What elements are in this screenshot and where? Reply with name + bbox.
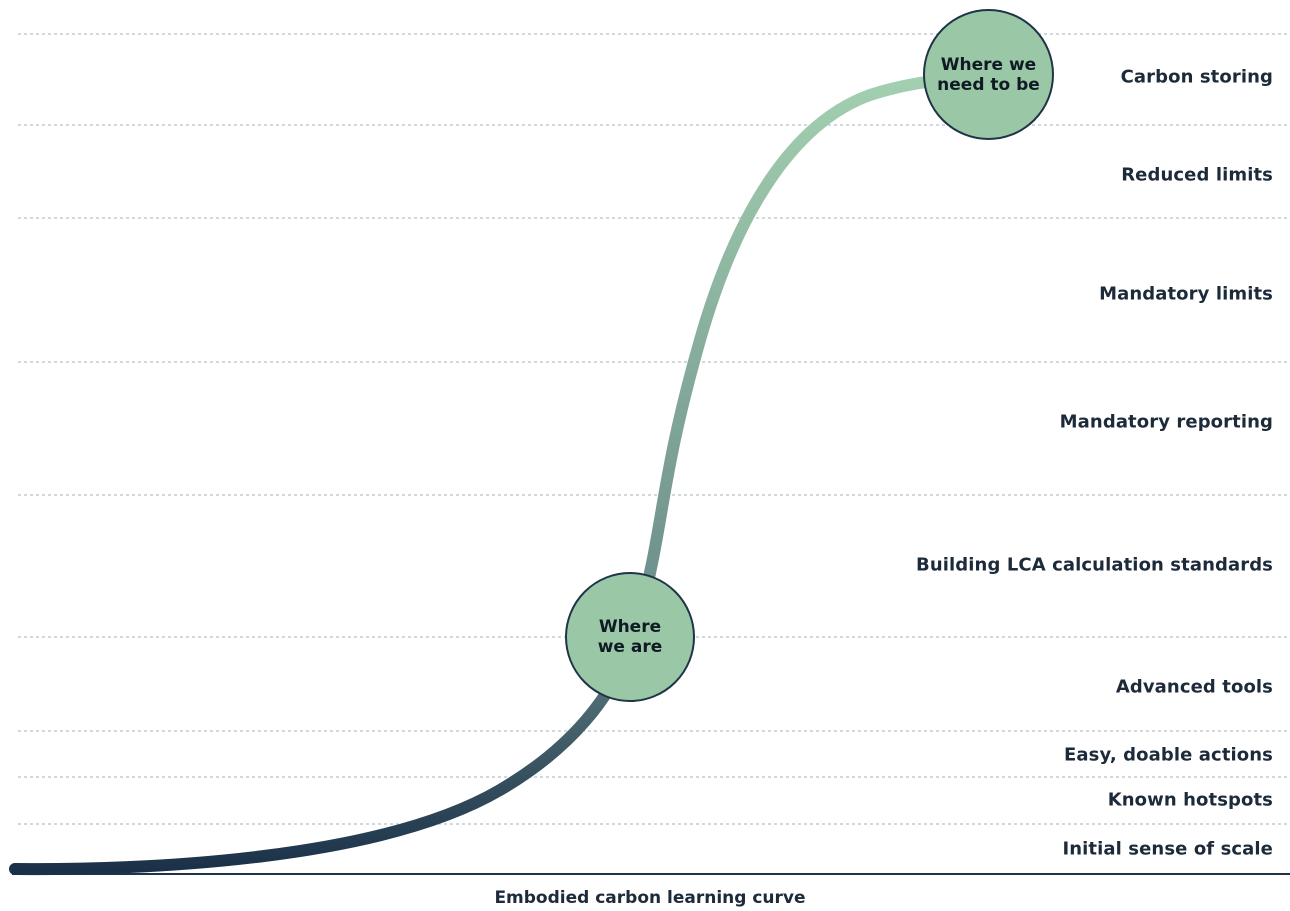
learning-curve [9,70,991,876]
stage-label-carbon-storing: Carbon storing [1120,66,1273,88]
where-we-are-label: Where we are [597,617,663,657]
where-we-need-to-be-marker: Where we need to be [923,9,1054,140]
where-we-need-to-be-label: Where we need to be [937,54,1040,95]
stage-label-known-hotspots: Known hotspots [1107,789,1273,811]
stage-label-mandatory-limits: Mandatory limits [1099,283,1273,305]
stage-label-initial-sense-of-scale: Initial sense of scale [1062,838,1273,860]
where-we-are-marker: Where we are [565,572,695,702]
stage-label-easy-actions: Easy, doable actions [1063,744,1273,766]
diagram-caption: Embodied carbon learning curve [494,888,806,908]
stage-label-advanced-tools: Advanced tools [1115,676,1273,698]
stage-label-mandatory-reporting: Mandatory reporting [1059,411,1273,433]
stage-label-lca-standards: Building LCA calculation standards [916,554,1273,576]
stage-label-reduced-limits: Reduced limits [1121,164,1273,186]
stage-divider-lines [18,33,1290,825]
